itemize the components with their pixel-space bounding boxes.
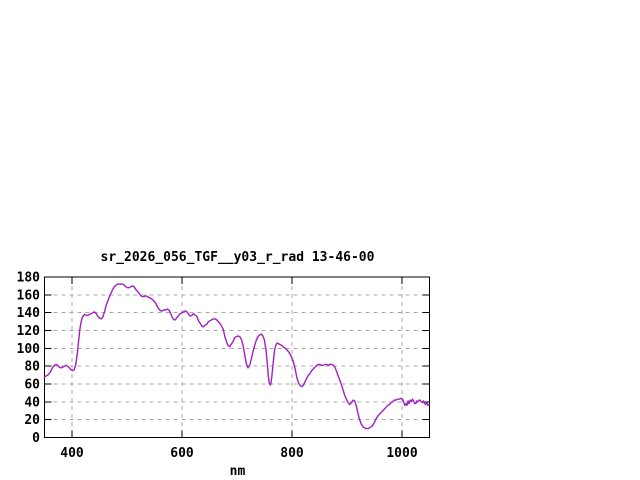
tick-marks: [44, 276, 430, 438]
tick-labels: 400 600 800 1000 0 20 40 60 80 100 120 140 160 180: [17, 271, 418, 462]
x-tick-label: 800: [280, 446, 304, 461]
gridlines: [45, 278, 429, 437]
x-axis-label: nm: [229, 464, 246, 479]
y-tick-label: 0: [32, 431, 40, 446]
chart-title: sr_2026_056_TGF__y03_r_rad 13-46-00: [100, 250, 375, 265]
y-tick-label: 160: [17, 288, 41, 303]
x-tick-label: 400: [60, 446, 84, 461]
y-tick-label: 100: [17, 342, 41, 357]
y-tick-label: 120: [17, 324, 41, 339]
y-tick-label: 140: [17, 306, 41, 321]
x-tick-label: 1000: [386, 446, 417, 461]
series-line: [43, 283, 430, 430]
x-tick-label: 600: [170, 446, 194, 461]
y-tick-label: 80: [24, 360, 40, 375]
y-tick-label: 40: [24, 395, 40, 410]
y-tick-label: 180: [17, 271, 41, 286]
plot-border: [44, 276, 430, 438]
y-tick-label: 60: [24, 378, 40, 393]
y-tick-label: 20: [24, 413, 40, 428]
